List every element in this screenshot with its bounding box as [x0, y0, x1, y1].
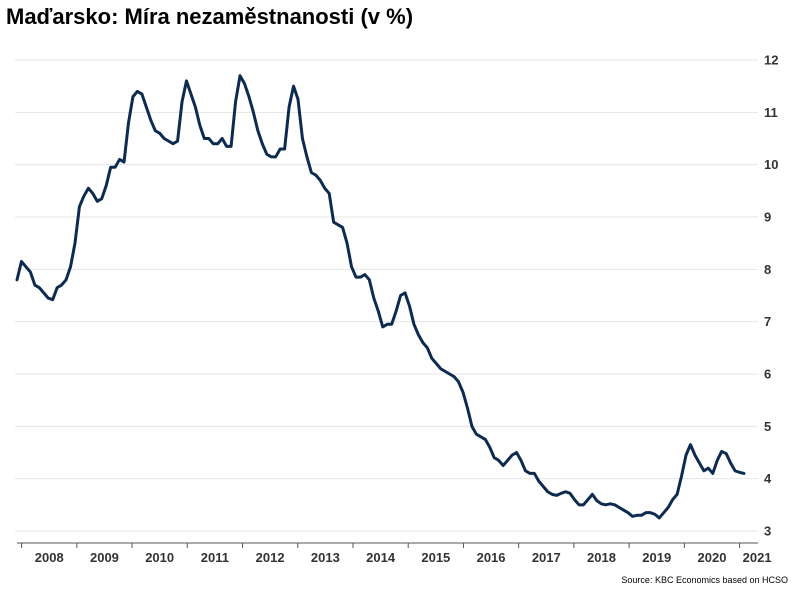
y-tick-label: 11 [764, 105, 778, 120]
x-tick-label: 2016 [477, 550, 506, 565]
x-tick-label: 2015 [421, 550, 450, 565]
y-tick-label: 6 [764, 367, 771, 382]
x-tick-label: 2020 [698, 550, 727, 565]
x-tick-label: 2021 [743, 550, 772, 565]
y-tick-label: 3 [764, 524, 771, 539]
source-note: Source: KBC Economics based on HCSO [621, 575, 788, 585]
series-line [15, 74, 746, 520]
x-tick-label: 2012 [256, 550, 285, 565]
x-tick-label: 2011 [201, 550, 229, 565]
y-tick-label: 5 [764, 419, 771, 434]
y-tick-label: 8 [764, 262, 771, 277]
chart-title: Maďarsko: Míra nezaměstnanosti (v %) [6, 4, 414, 29]
x-axis-ticks: 2008 2009 2010 2011 2012 2013 2014 2015 2016 2017… [21, 543, 772, 565]
x-tick-label: 2017 [532, 550, 561, 565]
y-axis-ticks: 3 4 5 6 7 8 9 10 11 12 [764, 53, 778, 539]
x-tick-label: 2018 [587, 550, 616, 565]
x-tick-label: 2008 [35, 550, 64, 565]
x-tick-label: 2009 [90, 550, 119, 565]
y-tick-label: 7 [764, 314, 771, 329]
x-tick-label: 2010 [145, 550, 174, 565]
y-tick-label: 9 [764, 210, 771, 225]
y-tick-label: 12 [764, 53, 778, 68]
x-tick-label: 2014 [366, 550, 396, 565]
y-tick-label: 10 [764, 157, 778, 172]
y-tick-label: 4 [764, 471, 772, 486]
x-tick-label: 2013 [311, 550, 340, 565]
gridlines [15, 59, 758, 532]
x-tick-label: 2019 [642, 550, 671, 565]
